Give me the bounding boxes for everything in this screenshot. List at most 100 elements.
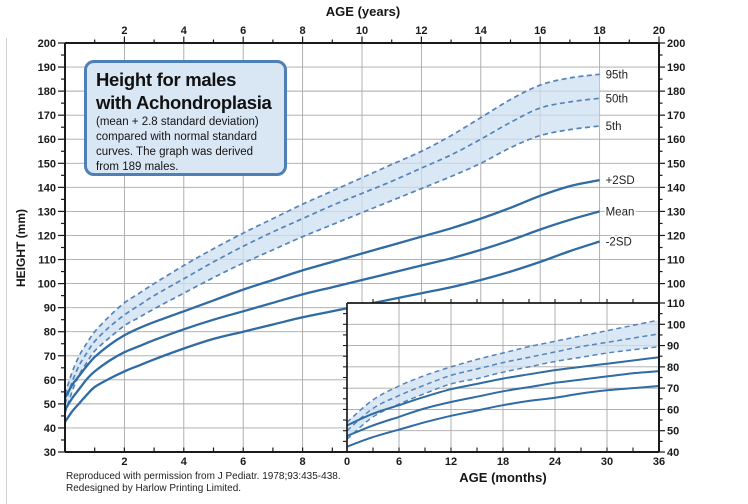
title-body-line-2: compared with normal standard <box>96 131 258 143</box>
title-line-2: with Achondroplasia <box>96 92 272 113</box>
x-axis-title-months: AGE (months) <box>459 470 547 485</box>
y-tick-label-right: 180 <box>667 86 685 98</box>
y-tick-label-left: 170 <box>38 110 56 122</box>
y-tick-label-left: 160 <box>38 134 56 146</box>
curve-95th <box>346 319 660 423</box>
page-edge-line <box>6 38 7 504</box>
main-curve-labels: 95th 50th 5th +2SD Mean -2SD <box>604 68 637 251</box>
y-tick-label-left: 130 <box>38 206 56 218</box>
y-tick-label-left: 60 <box>44 375 56 387</box>
x-tick-label-bottom: 6 <box>240 456 246 468</box>
curve-95th <box>64 73 600 395</box>
curve-5th <box>346 345 660 440</box>
y-tick-label-left: 150 <box>38 158 56 170</box>
main-band <box>65 74 600 414</box>
ticks <box>58 36 665 453</box>
curve-label-+2SD: +2SD <box>606 175 635 187</box>
source-attribution: Reproduced with permission from J Pediat… <box>66 471 341 495</box>
curve-Mean <box>346 370 660 437</box>
x-tick-label-bottom: 2 <box>121 456 127 468</box>
inset-y-tick-label: 100 <box>667 319 685 331</box>
inset-x-tick-label: 18 <box>497 456 509 468</box>
y-tick-label-left: 120 <box>38 230 56 242</box>
curve--2SD <box>64 240 600 423</box>
inset-x-tick-label: 30 <box>601 456 613 468</box>
x-tick-label-top: 20 <box>653 25 665 37</box>
y-tick-label-right: 100 <box>667 279 685 291</box>
inset-series <box>346 319 660 448</box>
y-tick-label-left: 140 <box>38 182 56 194</box>
x-tick-label-bottom: 4 <box>181 456 188 468</box>
y-tick-label-right: 130 <box>667 206 685 218</box>
inset-x-tick-label: 6 <box>396 456 402 468</box>
y-tick-label-left: 30 <box>44 447 56 459</box>
y-axis-title-height: HEIGHT (mm) <box>14 209 28 287</box>
inset-y-tick-label: 80 <box>667 362 679 374</box>
chart-title-box: Height for males with Achondroplasia (me… <box>84 60 287 176</box>
y-tick-label-left: 100 <box>38 279 56 291</box>
inset-y-tick-label: 40 <box>667 447 679 459</box>
inset-x-tick-label: 0 <box>344 456 350 468</box>
title-body-line-1: (mean + 2.8 standard deviation) <box>96 116 259 128</box>
x-tick-label-top: 4 <box>181 25 188 37</box>
inset-y-tick-label: 60 <box>667 404 679 416</box>
inset-x-tick-label: 12 <box>445 456 457 468</box>
inset-y-tick-label: 70 <box>667 383 679 395</box>
curve--2SD <box>346 385 660 448</box>
curve-50th <box>346 333 660 432</box>
y-tick-label-left: 200 <box>38 38 56 50</box>
x-tick-label-top: 18 <box>593 25 605 37</box>
x-tick-label-bottom: 8 <box>300 456 306 468</box>
curve-5th <box>64 125 600 414</box>
y-tick-label-right: 110 <box>667 255 685 267</box>
inset-gridlines <box>347 303 659 452</box>
title-line-1: Height for males <box>96 69 237 90</box>
y-tick-label-left: 80 <box>44 327 56 339</box>
curve-label-50th: 50th <box>606 93 628 105</box>
y-tick-label-left: 110 <box>38 255 56 267</box>
y-tick-label-left: 180 <box>38 86 56 98</box>
curve-+2SD <box>63 178 600 399</box>
y-tick-label-left: 90 <box>44 303 56 315</box>
curve-label--2SD: -2SD <box>606 236 632 248</box>
y-tick-label-left: 70 <box>44 351 56 363</box>
inset-band <box>347 320 659 440</box>
x-tick-label-top: 10 <box>356 25 368 37</box>
title-body-line-4: from 189 males. <box>96 161 179 173</box>
inset-y-tick-label: 90 <box>667 341 679 353</box>
x-tick-label-top: 8 <box>300 25 306 37</box>
y-tick-label-right: 140 <box>667 182 685 194</box>
y-tick-label-right: 160 <box>667 134 685 146</box>
normal-range-band <box>65 74 600 414</box>
curve-label-Mean: Mean <box>606 206 635 218</box>
x-tick-label-top: 2 <box>121 25 127 37</box>
y-tick-label-right: 150 <box>667 158 685 170</box>
source-line-2: Redesigned by Harlow Printing Limited. <box>66 483 242 494</box>
x-tick-label-top: 12 <box>415 25 427 37</box>
inset-y-tick-label: 110 <box>667 298 685 310</box>
normal-range-band <box>347 320 659 440</box>
curve-label-5th: 5th <box>606 121 622 133</box>
y-tick-label-left: 40 <box>44 423 56 435</box>
title-body-line-3: curves. The graph was derived <box>96 146 254 158</box>
y-tick-label-right: 200 <box>667 38 685 50</box>
curve-+2SD <box>346 356 660 427</box>
y-tick-label-right: 120 <box>667 230 685 242</box>
y-tick-label-right: 170 <box>667 110 685 122</box>
y-tick-label-right: 190 <box>667 62 685 74</box>
inset-y-tick-label: 50 <box>667 426 679 438</box>
tick-labels: 2 4 6 8 10 12 14 16 18 20304050607080901001101201… <box>38 25 686 468</box>
inset-x-tick-label: 24 <box>549 456 562 468</box>
y-tick-label-left: 190 <box>38 62 56 74</box>
inset-x-tick-label: 36 <box>653 456 665 468</box>
x-tick-label-top: 14 <box>475 25 488 37</box>
main-series <box>63 73 600 423</box>
source-line-1: Reproduced with permission from J Pediat… <box>66 471 341 482</box>
x-tick-label-top: 6 <box>240 25 246 37</box>
x-tick-label-top: 16 <box>534 25 546 37</box>
curve-label-95th: 95th <box>606 69 628 81</box>
y-tick-label-left: 50 <box>44 399 56 411</box>
curve-Mean <box>64 210 600 411</box>
